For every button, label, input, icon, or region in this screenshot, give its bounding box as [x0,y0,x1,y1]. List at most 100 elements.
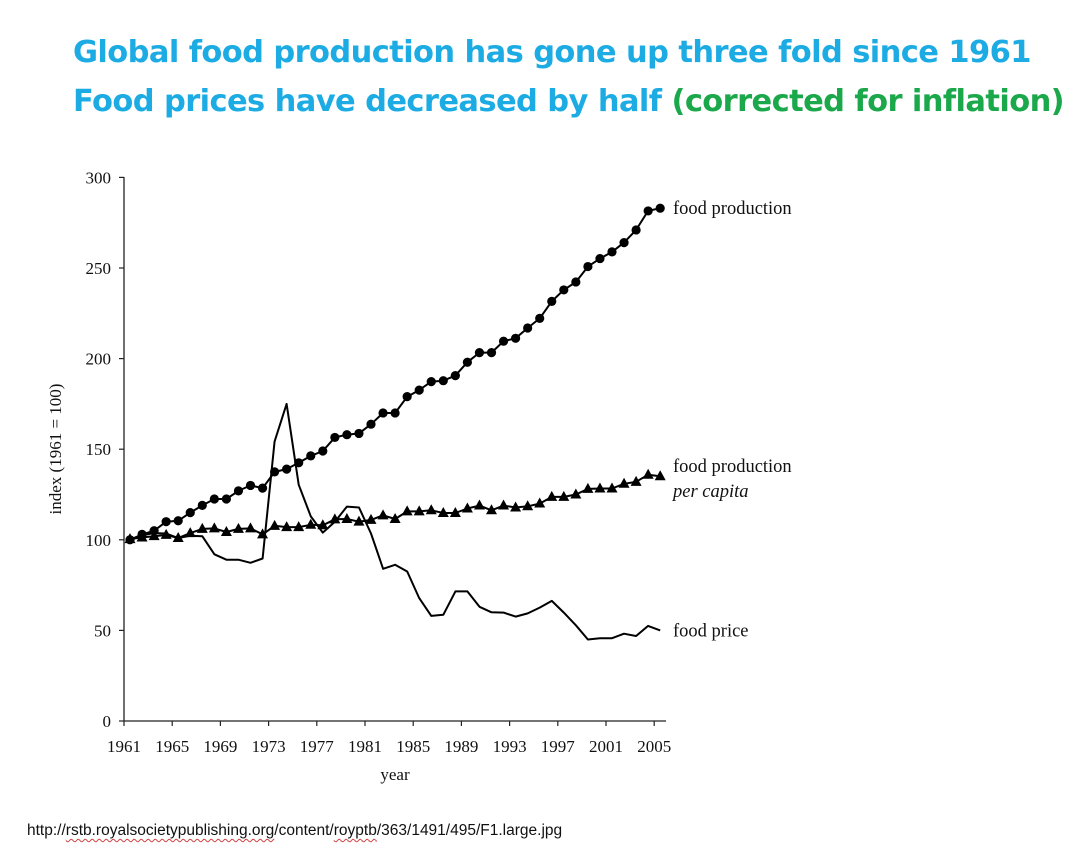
data-point-triangle [232,522,244,533]
x-tick-label: 1981 [348,737,382,756]
x-tick-label: 1993 [493,737,527,756]
data-point-circle [390,408,400,418]
source-url-part: rstb.royalsocietypublishing.org [65,822,275,839]
data-point-triangle [148,530,160,541]
data-point-triangle [401,505,413,516]
data-point-triangle [534,497,546,508]
data-point-circle [535,313,545,323]
x-tick-label: 1985 [396,737,430,756]
data-point-triangle [353,515,365,526]
data-point-triangle [220,526,232,537]
data-point-circle [510,333,521,343]
data-point-triangle [341,512,353,523]
data-point-circle [318,446,328,456]
data-point-triangle [208,522,220,533]
data-point-triangle [449,506,461,517]
data-point-circle [474,348,485,358]
title-main-text: Food prices have decreased by half [73,84,672,119]
series-label-food-production: food production [673,199,792,219]
x-tick-label: 1973 [252,737,286,756]
data-point-circle [559,285,569,295]
data-point-triangle [317,519,329,530]
x-tick-label: 1997 [541,737,576,756]
data-point-triangle [245,522,256,533]
x-tick-label: 1969 [203,737,237,756]
data-point-circle [354,428,364,439]
x-tick-label: 2001 [589,737,623,756]
data-point-triangle [305,518,317,529]
data-point-circle [450,371,460,381]
data-point-circle [426,377,436,387]
data-point-circle [486,348,497,358]
y-tick-label: 200 [86,350,112,369]
data-point-circle [462,357,472,367]
data-point-triangle [269,519,281,530]
data-point-circle [402,392,412,402]
data-point-triangle [124,533,136,544]
data-point-triangle [606,482,618,493]
data-point-circle [366,419,376,429]
series-label-food-price: food price [673,621,749,641]
data-point-circle [342,430,352,440]
data-point-triangle [377,509,389,520]
data-point-circle [209,494,219,504]
data-point-circle [595,253,605,264]
data-point-circle [607,247,617,257]
data-point-triangle [486,504,497,515]
y-axis-label: index (1961 = 100) [46,384,65,515]
series-food-production [125,203,665,545]
data-point-circle [161,517,171,527]
data-point-circle [185,508,195,518]
data-point-circle [233,486,244,496]
y-tick-label: 100 [86,531,112,550]
slide-title-line-1: Global food production has gone up three… [73,35,1031,70]
data-point-circle [414,385,424,395]
series-label-food-production-per-capita: food production [673,457,792,477]
source-url-part: /content/ [274,822,334,839]
series-line [129,402,661,641]
data-point-circle [547,296,557,306]
data-point-circle [245,480,256,491]
data-point-triangle [642,468,654,479]
x-tick-label: 1965 [155,737,189,756]
series-labels: food production food production per capita… [671,199,792,641]
x-tick-label: 1977 [300,737,335,756]
data-point-triangle [570,488,582,499]
data-point-triangle [510,501,522,512]
source-url: http://rstb.royalsocietypublishing.org/c… [27,822,562,840]
y-tick-label: 150 [86,440,112,459]
data-point-triangle [473,499,485,510]
data-point-triangle [389,512,401,523]
series-group [124,203,666,641]
data-point-triangle [184,527,196,538]
axes: 0 50 100 150 200 250 300 1961 1965 1969 1973 1977 19… [86,168,672,756]
data-point-triangle [281,521,293,532]
data-point-circle [330,432,340,443]
data-point-triangle [461,502,473,513]
data-point-circle [583,261,593,272]
title-accent-text: (corrected for inflation) [671,84,1065,119]
data-point-circle [438,376,448,386]
data-point-triangle [522,500,534,511]
y-tick-label: 300 [86,168,112,187]
data-point-triangle [136,531,148,542]
x-tick-label: 1989 [444,737,478,756]
data-point-circle [655,203,665,213]
data-point-triangle [413,505,425,516]
series-food-production-per-capita [124,468,666,544]
series-line [129,473,661,541]
source-url-part: royptb [333,822,377,839]
y-tick-label: 50 [94,621,111,640]
data-point-circle [282,464,292,474]
data-point-circle [197,500,207,510]
source-url-part: http:// [27,822,66,839]
x-tick-label: 1961 [107,737,141,756]
y-tick-label: 250 [86,259,112,278]
data-point-triangle [630,475,642,486]
data-point-triangle [196,522,208,533]
y-tick-label: 0 [103,712,112,731]
data-point-triangle [498,499,510,510]
data-point-triangle [293,521,305,532]
data-point-circle [173,516,183,526]
